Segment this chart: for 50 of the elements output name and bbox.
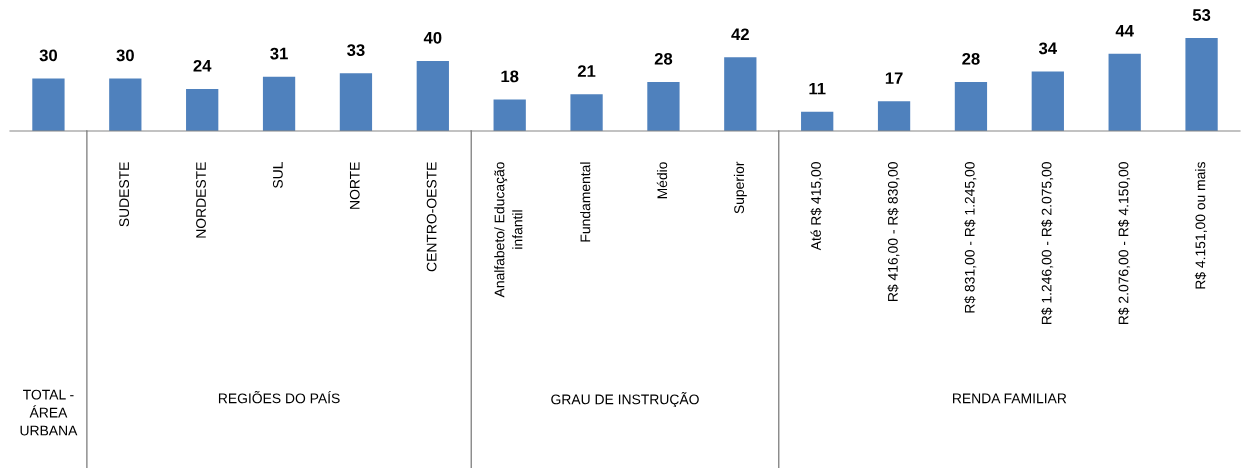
data-label: 21 <box>577 65 596 77</box>
data-label: 42 <box>731 28 749 41</box>
x-tick-label: R$ 2.076,00 - R$ 4.150,00 <box>1118 162 1131 325</box>
data-label: 33 <box>347 44 365 56</box>
bar <box>262 76 296 131</box>
bar <box>570 94 603 131</box>
x-tick-label: R$ 4.151,00 ou mais <box>1194 162 1207 289</box>
data-label: 18 <box>501 70 519 83</box>
x-tick-label: Superior <box>733 161 747 214</box>
bar <box>186 88 219 131</box>
data-label: 44 <box>1115 25 1134 37</box>
bar <box>109 78 142 131</box>
data-label: 28 <box>654 52 673 65</box>
bar <box>801 111 834 131</box>
data-label: 30 <box>39 49 58 62</box>
bar <box>954 81 988 131</box>
data-label: 40 <box>423 31 442 44</box>
bar <box>1108 53 1141 131</box>
bar <box>877 101 911 131</box>
data-label: 53 <box>1192 9 1211 21</box>
x-tick-label: SUDESTE <box>119 162 130 227</box>
x-tick-label: R$ 1.246,00 - R$ 2.075,00 <box>1041 162 1054 325</box>
x-tick-label: TOTAL - ÁREA URBANA <box>20 389 78 436</box>
data-label: 11 <box>809 82 826 95</box>
x-axis-title: RENDA FAMILIAR <box>953 393 1067 404</box>
data-label: 28 <box>962 52 980 65</box>
x-axis-title: REGIÕES DO PAÍS <box>218 390 340 404</box>
x-tick-label: Até R$ 415,00 <box>810 162 823 251</box>
x-tick-label: SUL <box>272 162 283 188</box>
x-tick-label: Fundamental <box>580 162 591 242</box>
x-tick-label: R$ 416,00 - R$ 830,00 <box>887 162 900 301</box>
x-tick-label: NORDESTE <box>196 162 206 238</box>
x-tick-label: Médio <box>656 162 668 199</box>
bar <box>1185 38 1218 131</box>
x-tick-label: R$ 831,00 - R$ 1.245,00 <box>964 162 977 313</box>
x-axis-title: GRAU DE INSTRUÇÃO <box>551 391 699 408</box>
x-tick-label: CENTRO-OESTE <box>426 162 437 272</box>
x-tick-label: Analfabeto/ Educação infantil <box>494 162 523 298</box>
data-label: 30 <box>116 49 134 62</box>
bar <box>647 81 680 131</box>
bar <box>493 99 526 131</box>
data-label: 17 <box>885 72 903 84</box>
data-label: 31 <box>270 47 288 60</box>
bar <box>416 60 449 131</box>
data-label: 34 <box>1038 42 1057 55</box>
x-tick-label: NORTE <box>349 162 360 209</box>
data-label: 24 <box>193 59 212 72</box>
bar <box>1031 71 1064 131</box>
bar <box>724 57 757 131</box>
bar <box>339 73 373 131</box>
